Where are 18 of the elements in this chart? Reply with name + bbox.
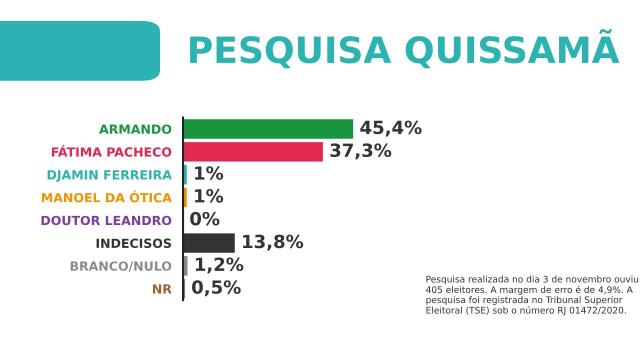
y-tick-label: MANOEL DA ÓTICA <box>42 190 172 202</box>
data-label: 0% <box>190 212 220 226</box>
y-tick-label: DJAMIN FERREIRA <box>48 170 172 182</box>
y-tick-label: NR <box>152 284 172 294</box>
text: Pesquisa realizada no dia 3 de novembro ouviu 405 eleitores. A margem de erro é de 4,9%. A pesquisa foi registrada no Tribunal Superior Eleitoral (TSE) sob o número RJ 01472/2020. <box>426 276 638 316</box>
data-label: 0,5% <box>192 280 241 296</box>
y-tick-label: FÁTIMA PACHECO <box>52 144 172 157</box>
y-tick-label: DOUTOR LEANDRO <box>42 216 172 226</box>
y-tick-label: BRANCO/NULO <box>70 261 172 272</box>
y-tick-label: ARMANDO <box>99 124 172 134</box>
chart-title: PESQUISA QUISSAMÃ <box>190 29 620 68</box>
data-label: 1,2% <box>196 257 244 274</box>
data-label: 45,4% <box>360 120 422 137</box>
data-label: 1% <box>195 189 224 203</box>
y-tick-label: INDECISOS <box>96 238 172 248</box>
data-label: 13,8% <box>243 234 304 251</box>
data-label: 37,3% <box>330 143 392 160</box>
data-label: 1% <box>195 166 224 180</box>
